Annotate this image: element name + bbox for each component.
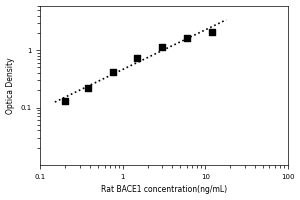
Point [63, 99, 68, 103]
Point [85, 86, 90, 89]
Point [209, 31, 214, 34]
Point [135, 57, 140, 60]
Point [160, 45, 165, 48]
Point [184, 37, 189, 40]
Point [110, 70, 115, 73]
Y-axis label: Optica Density: Optica Density [6, 57, 15, 114]
X-axis label: Rat BACE1 concentration(ng/mL): Rat BACE1 concentration(ng/mL) [101, 185, 227, 194]
